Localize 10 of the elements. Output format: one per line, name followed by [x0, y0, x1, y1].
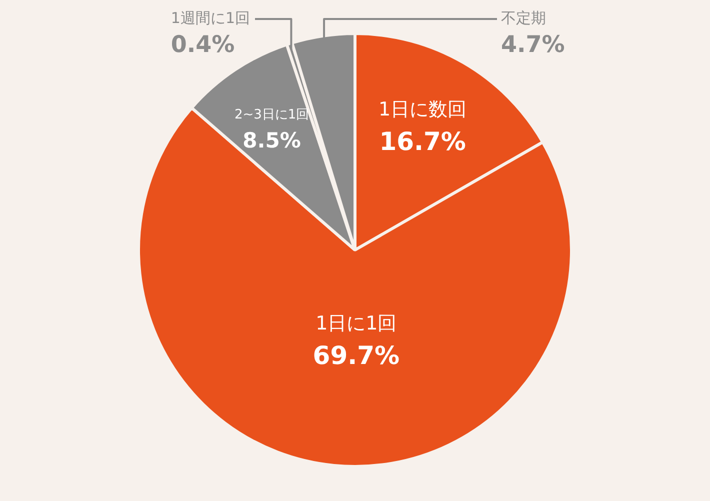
slice-label: 1週間に1回	[170, 8, 250, 27]
data-label: 8.5%	[242, 128, 301, 153]
slice-label: 1日に数回	[378, 98, 467, 120]
data-label: 0.4%	[170, 32, 235, 58]
slice-label: 不定期	[501, 8, 546, 27]
data-label: 4.7%	[501, 32, 565, 58]
data-label: 69.7%	[312, 341, 400, 370]
slice-label: 1日に1回	[316, 312, 397, 334]
data-label: 16.7%	[379, 126, 466, 156]
slice-label: 2~3日に1回	[234, 107, 310, 122]
